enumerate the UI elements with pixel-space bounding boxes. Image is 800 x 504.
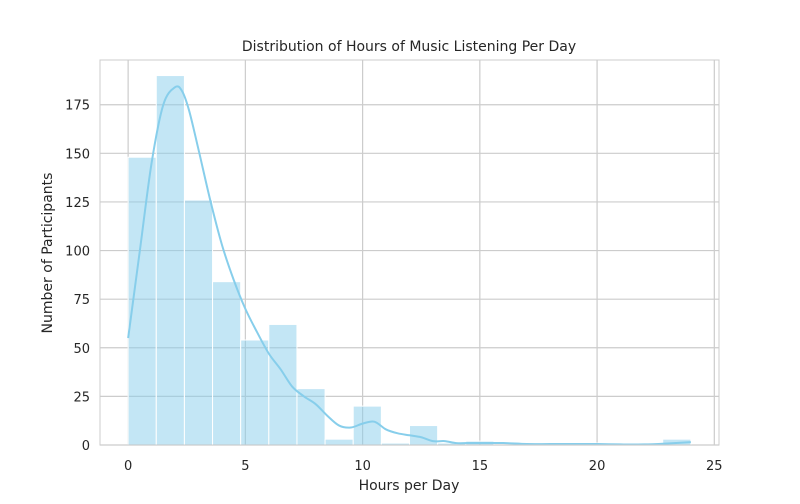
- histogram-bar: [296, 388, 326, 446]
- histogram-bar: [324, 438, 354, 446]
- x-tick-label: 10: [354, 459, 371, 474]
- y-tick-label: 25: [73, 390, 90, 405]
- y-tick-label: 0: [82, 439, 90, 454]
- chart-title: Distribution of Hours of Music Listening…: [242, 39, 576, 55]
- y-tick-label: 75: [73, 293, 90, 308]
- y-tick-label: 50: [73, 342, 90, 357]
- histogram-bars: [127, 75, 692, 446]
- y-axis-label: Number of Participants: [40, 173, 56, 334]
- x-tick-label: 25: [706, 459, 723, 474]
- x-tick-label: 0: [124, 459, 132, 474]
- kde-curve: [127, 85, 691, 446]
- histogram-bar: [268, 323, 298, 446]
- histogram-bar: [240, 339, 270, 446]
- plot-frame: [99, 59, 720, 446]
- y-tick-label: 175: [65, 99, 90, 114]
- kde-curve-group: [127, 85, 691, 446]
- x-tick-label: 15: [472, 459, 489, 474]
- y-axis-ticks: 0 25 50 75 100 125 150 175: [65, 99, 90, 454]
- histogram-bar: [155, 75, 185, 446]
- y-tick-label: 100: [65, 245, 90, 260]
- x-tick-label: 20: [589, 459, 606, 474]
- x-axis-ticks: 0 5 10 15 20 25: [124, 459, 723, 474]
- y-tick-label: 150: [65, 147, 90, 162]
- x-axis-label: Hours per Day: [359, 478, 460, 494]
- histogram-bar: [183, 199, 214, 446]
- histogram-bar: [212, 281, 242, 446]
- x-tick-label: 5: [241, 459, 249, 474]
- y-tick-label: 125: [65, 196, 90, 211]
